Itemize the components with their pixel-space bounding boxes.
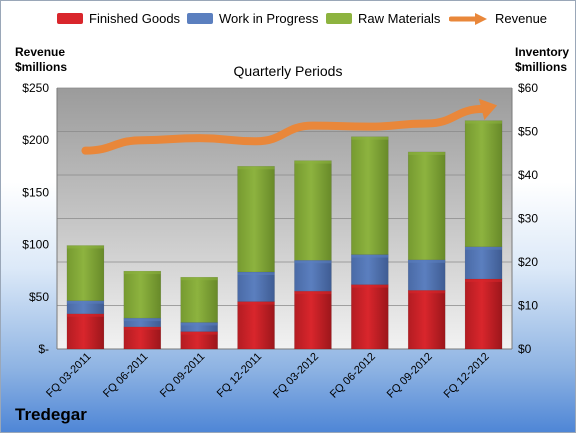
- bar-raw-materials: [294, 160, 332, 261]
- bar-work-in-progress-cap: [123, 318, 161, 322]
- bar-raw-materials-cap: [465, 120, 503, 124]
- left-axis-title-line1: Revenue: [15, 45, 66, 59]
- category-label: FQ 12-2012: [442, 351, 492, 401]
- bar-raw-materials: [66, 245, 105, 301]
- legend-finished-goods-label: Finished Goods: [89, 11, 181, 26]
- category-label: FQ 09-2011: [158, 351, 207, 400]
- bar-finished-goods-cap: [465, 278, 503, 282]
- category-label: FQ 09-2012: [385, 351, 435, 401]
- bar-work-in-progress-cap: [465, 246, 503, 250]
- category-label: FQ 03-2011: [44, 351, 93, 400]
- bar-work-in-progress-cap: [294, 260, 332, 264]
- bar-work-in-progress: [351, 254, 389, 285]
- category-label: FQ 06-2012: [328, 351, 378, 401]
- bar-finished-goods: [351, 284, 389, 350]
- revenue-arrowhead: [478, 98, 498, 121]
- bar-finished-goods-cap: [66, 313, 104, 317]
- bar-work-in-progress: [464, 246, 503, 280]
- company-name: Tredegar: [15, 405, 87, 424]
- right-tick-label: $20: [518, 255, 538, 269]
- right-tick-label: $30: [518, 212, 538, 226]
- revenue-line: [81, 104, 488, 155]
- bar-raw-materials: [237, 166, 275, 273]
- bar-raw-materials-cap: [294, 160, 332, 164]
- legend-revenue: Revenue: [449, 11, 547, 26]
- bar-finished-goods-cap: [294, 291, 332, 295]
- legend-raw-materials: Raw Materials: [326, 11, 440, 26]
- bar-finished-goods: [123, 326, 162, 350]
- bar-work-in-progress-cap: [408, 259, 446, 263]
- right-axis-title-line2: $millions: [515, 60, 568, 74]
- bar-raw-materials: [464, 120, 503, 248]
- category-label: FQ 12-2011: [215, 351, 264, 400]
- bar-raw-materials-cap: [408, 151, 446, 155]
- legend-finished-goods: Finished Goods: [57, 11, 180, 26]
- bar-raw-materials-cap: [180, 277, 218, 281]
- left-axis-title-line2: $millions: [15, 60, 68, 74]
- right-tick-label: $40: [518, 168, 538, 182]
- right-tick-label: $0: [518, 342, 532, 356]
- left-tick-label: $250: [22, 81, 49, 95]
- bar-raw-materials: [407, 151, 446, 261]
- bar-finished-goods-cap: [180, 331, 218, 335]
- bar-work-in-progress: [294, 260, 332, 292]
- work-in-progress-swatch: [187, 13, 213, 24]
- bar-work-in-progress-cap: [237, 272, 275, 276]
- bar-finished-goods-cap: [123, 326, 161, 330]
- legend-work-in-progress: Work in Progress: [187, 11, 318, 26]
- bar-finished-goods: [294, 290, 332, 350]
- left-tick-label: $100: [22, 238, 49, 252]
- bar-finished-goods: [237, 301, 275, 350]
- category-label: FQ 03-2012: [271, 351, 321, 401]
- right-tick-label: $10: [518, 299, 538, 313]
- revenue-arrow-icon: [449, 12, 487, 25]
- bar-work-in-progress-cap: [66, 300, 104, 304]
- bar-raw-materials: [351, 136, 389, 255]
- left-tick-label: $-: [38, 342, 49, 356]
- legend: Finished Goods Work in Progress Raw Mate…: [1, 11, 575, 33]
- finished-goods-swatch: [57, 13, 83, 24]
- legend-work-in-progress-label: Work in Progress: [219, 11, 319, 26]
- raw-materials-swatch: [326, 13, 352, 24]
- legend-raw-materials-label: Raw Materials: [358, 11, 441, 26]
- bar-finished-goods: [464, 278, 503, 350]
- bar-work-in-progress: [407, 259, 446, 291]
- category-label: FQ 06-2011: [101, 351, 150, 400]
- bar-finished-goods-cap: [237, 301, 275, 305]
- left-tick-label: $150: [22, 185, 49, 199]
- bar-raw-materials-cap: [237, 166, 275, 170]
- left-tick-label: $200: [22, 133, 49, 147]
- plot-title: Quarterly Periods: [233, 63, 343, 79]
- right-tick-label: $60: [518, 81, 538, 95]
- bar-raw-materials: [180, 276, 218, 323]
- left-tick-label: $50: [29, 290, 49, 304]
- bar-finished-goods-cap: [351, 284, 389, 288]
- right-axis-title-line1: Inventory: [515, 45, 570, 59]
- bar-work-in-progress-cap: [351, 254, 389, 258]
- right-tick-label: $50: [518, 125, 538, 139]
- bar-finished-goods-cap: [408, 290, 446, 294]
- bar-work-in-progress-cap: [180, 322, 218, 326]
- bar-finished-goods: [407, 290, 446, 350]
- legend-revenue-label: Revenue: [495, 11, 548, 26]
- bar-raw-materials: [123, 270, 162, 319]
- bar-raw-materials-cap: [351, 136, 389, 140]
- right-axis-title: Inventory $millions: [515, 45, 569, 75]
- bar-raw-materials-cap: [66, 245, 104, 249]
- bar-raw-materials-cap: [123, 271, 161, 275]
- bar-work-in-progress: [237, 271, 275, 302]
- left-axis-title: Revenue $millions: [15, 45, 67, 75]
- bar-finished-goods: [66, 313, 105, 350]
